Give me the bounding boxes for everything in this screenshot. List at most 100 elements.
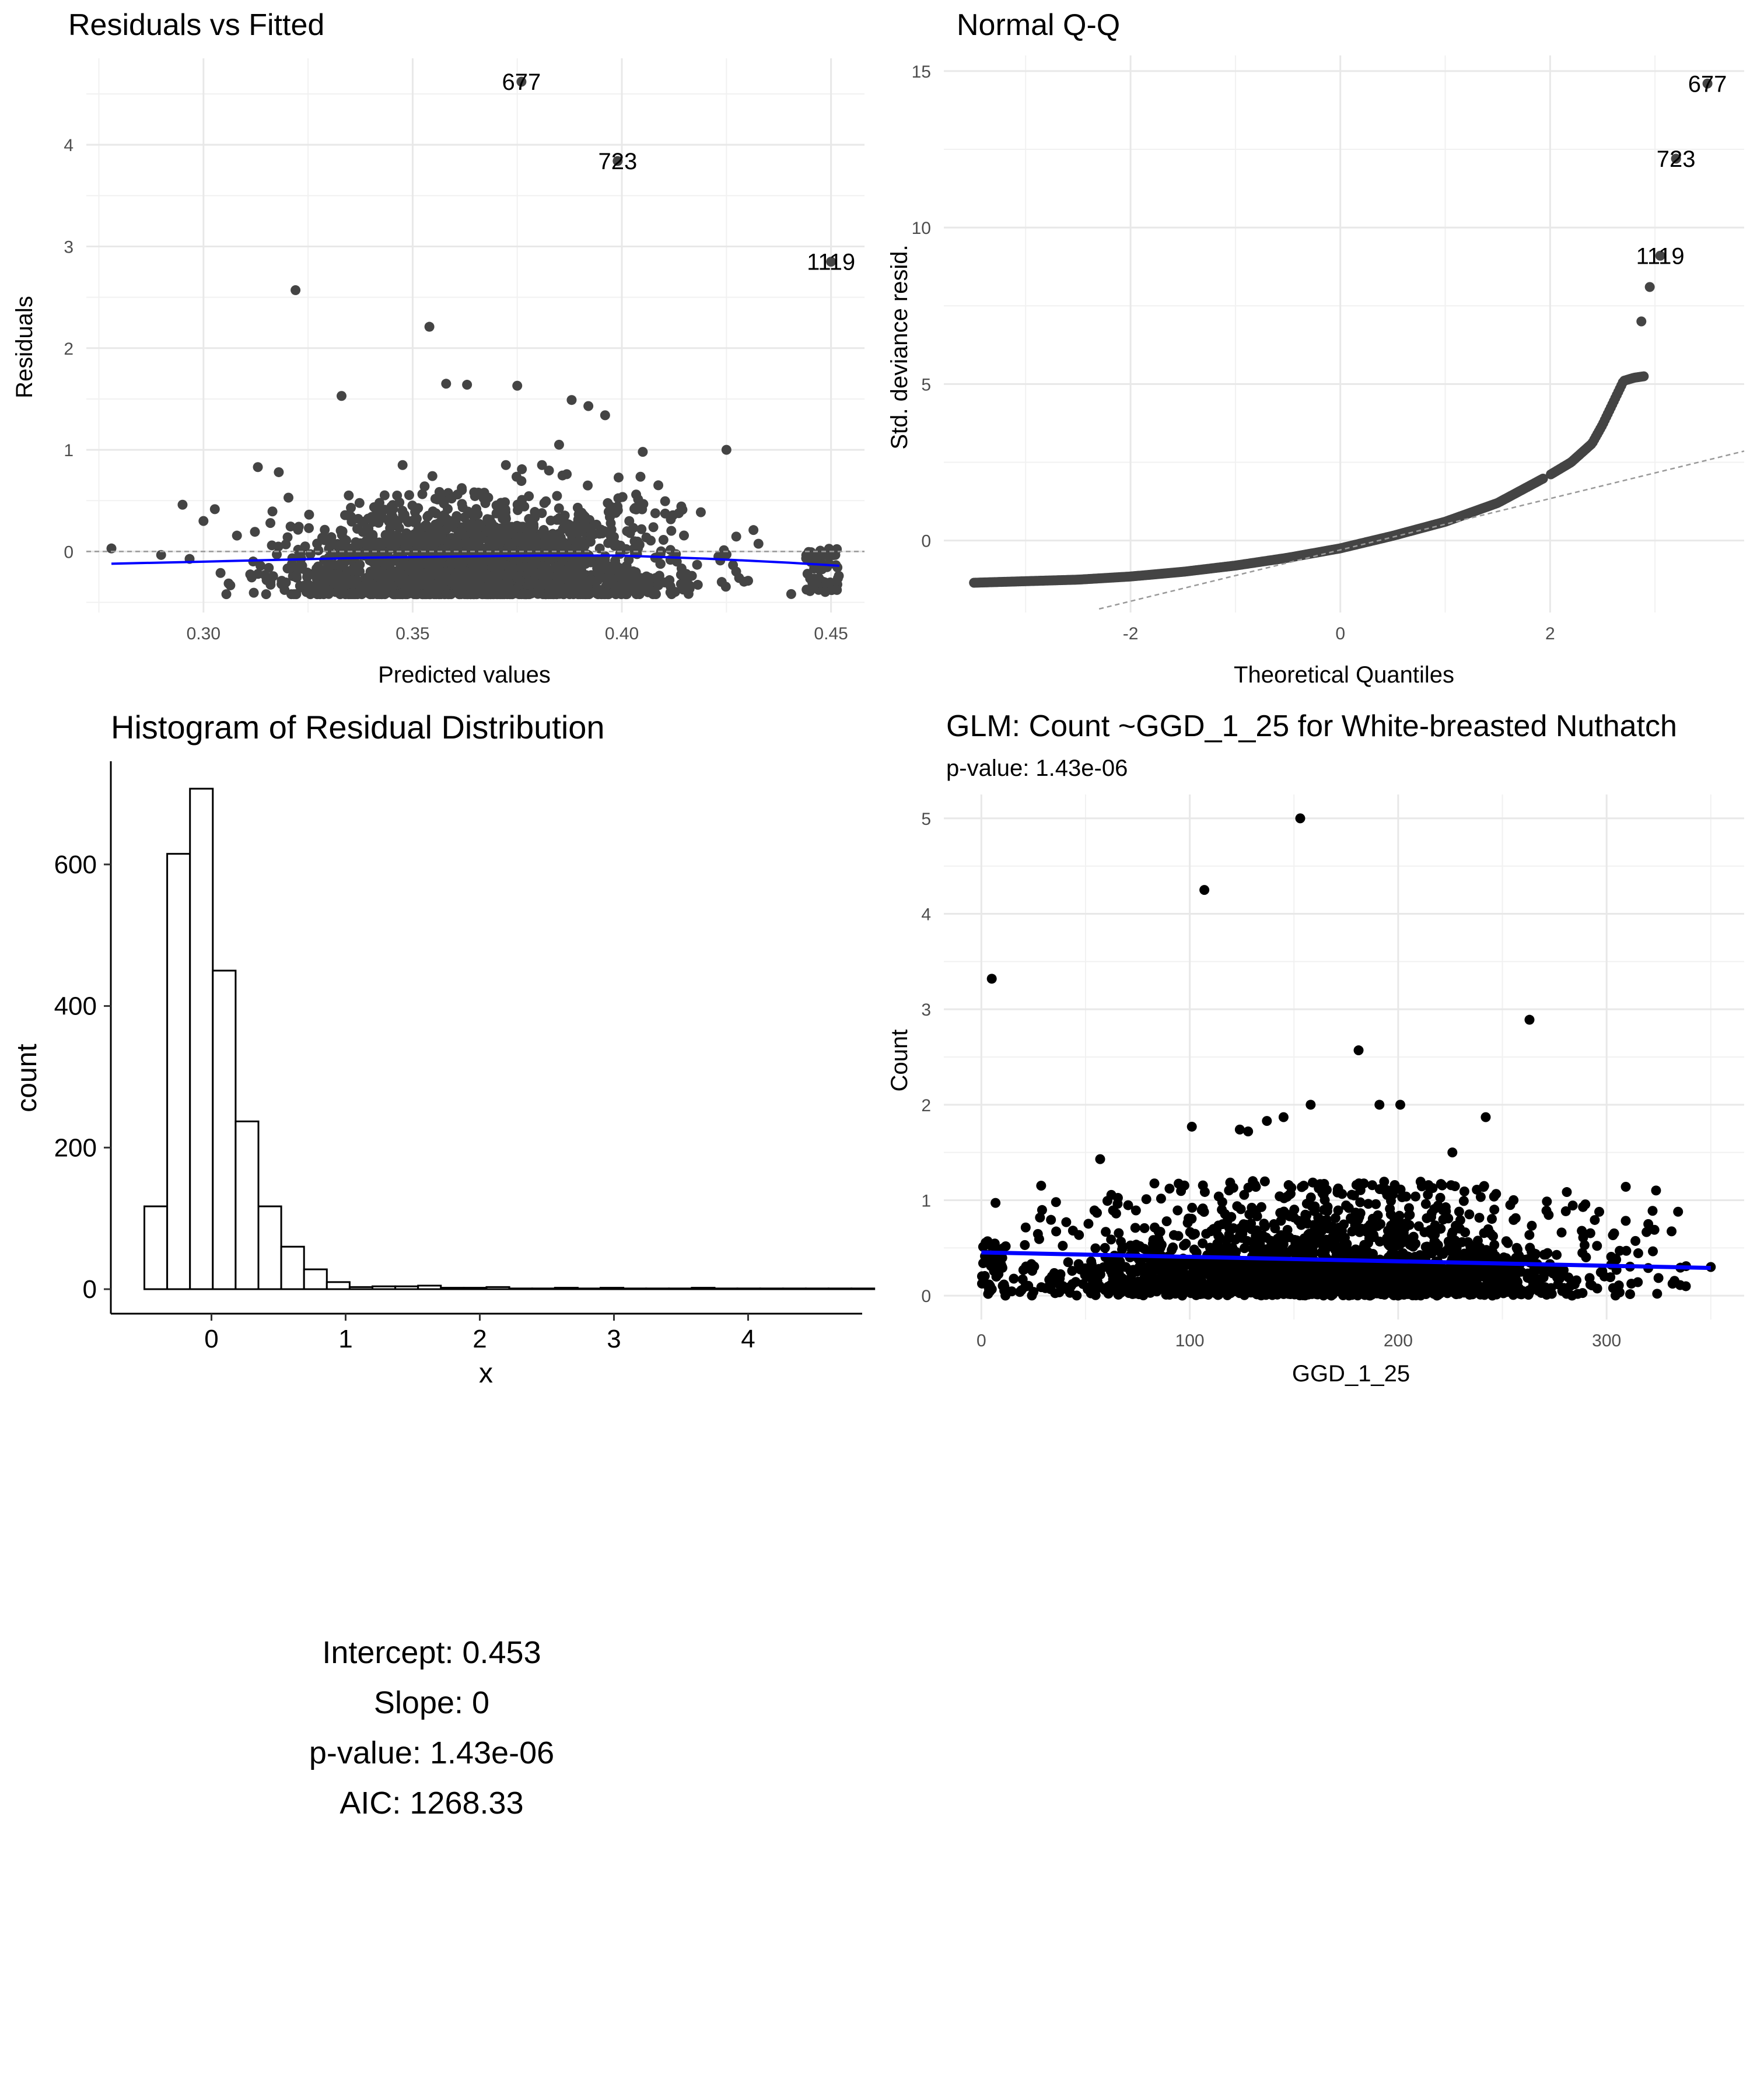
observation-point [1505, 1200, 1516, 1210]
observation-point [1355, 1197, 1366, 1208]
residual-point [559, 552, 570, 562]
residual-outlier-point [554, 439, 564, 450]
residual-point [479, 488, 489, 498]
histogram-bar [235, 1120, 260, 1290]
residual-point [431, 534, 442, 545]
residual-point [531, 587, 542, 597]
residual-point [517, 522, 528, 532]
observation-point [1319, 1205, 1329, 1215]
observation-point [1317, 1215, 1328, 1226]
histogram-marks [144, 788, 876, 1290]
observation-point [1455, 1215, 1465, 1226]
residual-point [446, 555, 457, 566]
x-tick-label: 3 [607, 1325, 621, 1353]
qq-point [1639, 371, 1649, 382]
residual-point [624, 555, 634, 565]
observation-point [1561, 1289, 1572, 1299]
observation-point [1286, 1259, 1296, 1269]
residual-point [408, 515, 418, 526]
observation-point [1213, 1191, 1224, 1202]
observation-point [1298, 1248, 1308, 1259]
observation-point [1485, 1228, 1496, 1239]
residual-point [300, 541, 310, 552]
observation-point [1228, 1223, 1238, 1234]
residual-point [634, 540, 645, 550]
observation-point [1560, 1206, 1571, 1216]
residual-point [586, 529, 596, 540]
observation-point [1164, 1184, 1175, 1194]
residual-point [504, 526, 514, 536]
residual-point [449, 574, 460, 584]
point-id-label: 723 [1657, 146, 1696, 172]
residual-point [610, 555, 621, 566]
histogram-bar [326, 1281, 351, 1290]
observation-point [1397, 1192, 1408, 1202]
observation-point [1009, 1273, 1019, 1284]
observation-point [1247, 1224, 1257, 1234]
observation-point [1648, 1246, 1658, 1256]
observation-point [1100, 1242, 1110, 1253]
residual-outlier-point [177, 499, 188, 510]
observation-point [1068, 1226, 1078, 1236]
residual-outlier-point [721, 444, 732, 455]
observation-point [1307, 1177, 1318, 1188]
residual-point [430, 519, 441, 530]
observation-point [1182, 1217, 1193, 1228]
residual-point [805, 586, 816, 596]
residual-point [613, 586, 624, 597]
y-tick-label: 0 [921, 532, 931, 551]
residual-point [568, 589, 579, 600]
observation-point [1117, 1241, 1128, 1252]
residual-outlier-point [600, 410, 610, 421]
residual-point [340, 510, 351, 520]
observation-point [1196, 1265, 1206, 1275]
residual-point [335, 570, 345, 580]
histogram-bar [372, 1285, 397, 1290]
observation-point [1475, 1192, 1486, 1202]
observation-point [1283, 1180, 1294, 1191]
histogram-bar [348, 1286, 374, 1290]
observation-point [1251, 1182, 1261, 1192]
observation-point [1020, 1222, 1031, 1233]
residual-point [658, 534, 668, 545]
observation-point [1480, 1245, 1491, 1256]
observation-point [1653, 1273, 1664, 1283]
residual-point [544, 466, 554, 476]
normal-qq-grid [944, 55, 1744, 612]
observation-point [1276, 1230, 1286, 1240]
residual-point [355, 585, 365, 596]
residual-point [265, 518, 276, 528]
residual-point [820, 587, 831, 597]
observation-point [1199, 1186, 1210, 1197]
observation-point [991, 1198, 1001, 1208]
observation-point [1220, 1209, 1230, 1219]
observation-point [1388, 1225, 1399, 1236]
point-id-label: 1119 [807, 250, 855, 275]
observation-point [1510, 1213, 1521, 1223]
residual-point [731, 531, 741, 542]
observation-point [1058, 1241, 1068, 1251]
residual-point [337, 526, 348, 537]
observation-point [1306, 1192, 1316, 1203]
residual-point [428, 506, 438, 517]
residual-point [515, 562, 526, 573]
observation-point [1330, 1213, 1340, 1223]
observation-point [1051, 1197, 1061, 1208]
observation-point [1390, 1180, 1400, 1190]
observation-point [1556, 1227, 1567, 1238]
residual-point [471, 536, 482, 546]
observation-point [1584, 1273, 1595, 1283]
residual-point [419, 558, 430, 569]
residual-point [267, 540, 277, 551]
histogram-title: Histogram of Residual Distribution [111, 709, 605, 746]
observation-point [1410, 1191, 1421, 1202]
residual-outlier-point [583, 401, 594, 411]
residual-point [304, 523, 314, 533]
observation-point [1134, 1278, 1144, 1289]
residual-point [528, 519, 539, 530]
